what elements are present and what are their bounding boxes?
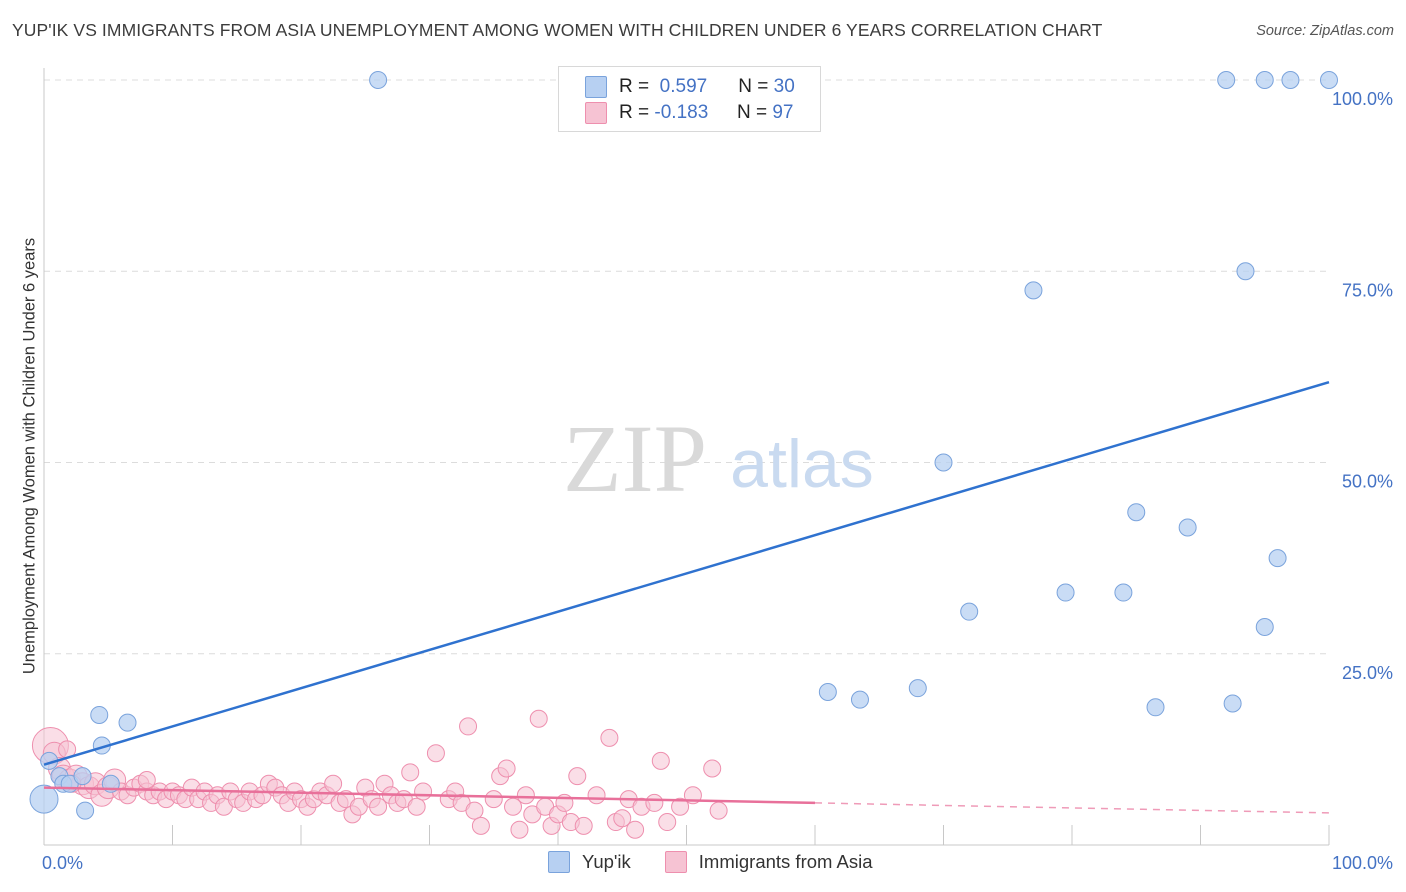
legend-yupik-n-label: N = xyxy=(738,76,769,97)
point-asia xyxy=(645,793,664,812)
point-asia xyxy=(414,782,433,801)
point-yupik xyxy=(934,453,953,472)
point-asia xyxy=(504,797,523,816)
y-axis-label: Unemployment Among Women with Children U… xyxy=(20,237,39,675)
legend-swatch-asia xyxy=(585,102,607,124)
point-asia xyxy=(651,751,670,770)
point-asia xyxy=(529,709,548,728)
legend-yupik-r-value: 0.597 xyxy=(659,76,708,97)
trend-line-asia xyxy=(43,786,816,805)
legend-swatch-asia-bottom xyxy=(664,851,687,873)
legend-asia-n-label: N = xyxy=(736,102,768,123)
point-yupik xyxy=(118,713,137,732)
point-asia xyxy=(516,786,535,805)
point-yupik xyxy=(1178,518,1197,537)
point-yupik xyxy=(1255,617,1274,636)
point-yupik xyxy=(960,602,979,621)
point-asia xyxy=(369,797,388,816)
point-asia xyxy=(407,797,426,816)
point-asia xyxy=(471,816,490,835)
legend-row-yupik: R = 0.597 N = 30 xyxy=(585,75,795,99)
point-asia xyxy=(658,813,677,832)
correlation-legend: R = 0.597 N = 30 R = -0.183 N = 97 xyxy=(558,66,821,132)
point-yupik xyxy=(1127,503,1146,522)
point-asia xyxy=(426,744,445,763)
point-yupik xyxy=(1217,71,1236,89)
point-asia xyxy=(671,797,690,816)
grid xyxy=(44,79,1329,655)
point-asia xyxy=(510,820,529,839)
point-asia xyxy=(568,767,587,786)
trend-line-yupik xyxy=(43,380,1330,766)
legend-yupik-n-value: 30 xyxy=(773,76,795,97)
legend-asia-r-value: -0.183 xyxy=(654,102,709,123)
y-tick-label-25: 25.0% xyxy=(1342,663,1393,683)
point-yupik xyxy=(76,801,95,820)
watermark-zip: ZIP xyxy=(563,405,707,512)
point-asia xyxy=(587,786,606,805)
y-tick-label-50: 50.0% xyxy=(1342,472,1393,492)
y-tick-label-100: 100.0% xyxy=(1332,89,1393,109)
watermark: ZIP atlas xyxy=(563,405,874,512)
legend-swatch-yupik xyxy=(585,76,607,98)
point-yupik xyxy=(1056,583,1075,602)
legend-item-yupik[interactable]: Yup'ik xyxy=(548,851,631,873)
point-asia xyxy=(613,809,632,828)
point-asia xyxy=(465,801,484,820)
point-asia xyxy=(626,820,645,839)
legend-yupik-r-label: R = xyxy=(619,76,650,97)
point-yupik xyxy=(90,705,109,724)
x-tick-label-min: 0.0% xyxy=(42,853,83,873)
point-yupik xyxy=(1146,698,1165,717)
legend-item-asia[interactable]: Immigrants from Asia xyxy=(664,851,873,873)
point-yupik xyxy=(369,71,388,89)
series-yupik-points xyxy=(29,71,1338,820)
point-asia xyxy=(324,774,343,793)
point-asia xyxy=(484,790,503,809)
trend-line-asia-extension xyxy=(814,802,1330,814)
series-asia-points xyxy=(31,709,728,839)
point-asia xyxy=(574,816,593,835)
tick-labels: 25.0% 50.0% 75.0% 100.0% 0.0% 100.0% xyxy=(42,89,1393,873)
point-yupik xyxy=(1255,71,1274,89)
legend-label-asia: Immigrants from Asia xyxy=(698,851,873,872)
point-asia xyxy=(497,759,516,778)
source-label: Source: ZipAtlas.com xyxy=(1256,23,1394,39)
chart-title: YUP'IK VS IMMIGRANTS FROM ASIA UNEMPLOYM… xyxy=(12,20,1103,40)
legend-label-yupik: Yup'ik xyxy=(582,851,631,872)
point-yupik xyxy=(29,784,59,814)
y-tick-label-75: 75.0% xyxy=(1342,280,1393,300)
point-asia xyxy=(137,770,156,789)
legend-asia-n-value: 97 xyxy=(772,102,794,123)
point-yupik xyxy=(1223,694,1242,713)
point-yupik xyxy=(850,690,869,709)
point-yupik xyxy=(818,683,837,701)
point-asia xyxy=(401,763,420,782)
point-yupik xyxy=(73,767,92,786)
point-asia xyxy=(459,717,478,736)
legend-asia-r-label: R = xyxy=(619,102,650,123)
point-yupik xyxy=(1268,549,1287,568)
point-yupik xyxy=(1114,583,1133,602)
point-yupik xyxy=(1024,281,1043,300)
point-yupik xyxy=(908,679,927,698)
series-legend: Yup'ik Immigrants from Asia xyxy=(548,851,907,873)
point-yupik xyxy=(1281,71,1300,89)
point-yupik xyxy=(1320,71,1338,89)
trend-lines xyxy=(43,380,1330,814)
watermark-atlas: atlas xyxy=(730,426,874,502)
legend-row-asia: R = -0.183 N = 97 xyxy=(585,101,793,125)
point-asia xyxy=(600,728,619,747)
point-asia xyxy=(709,801,728,820)
point-yupik xyxy=(1236,262,1255,281)
x-tick-label-max: 100.0% xyxy=(1332,853,1393,873)
point-asia xyxy=(703,759,722,778)
legend-swatch-yupik-bottom xyxy=(548,851,570,873)
